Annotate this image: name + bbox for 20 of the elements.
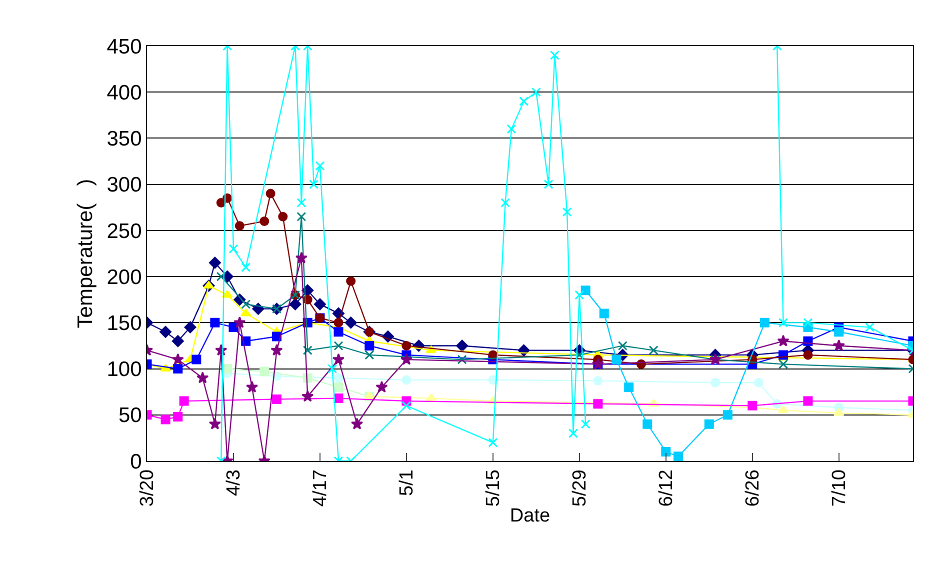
y-tick-label: 150 <box>106 312 142 336</box>
x-tick-label: 7/10 <box>829 470 850 507</box>
y-tick-label: 250 <box>106 220 142 243</box>
x-tick-label: 4/17 <box>310 470 332 507</box>
y-tick-label: 400 <box>106 81 142 104</box>
y-tick-label: 200 <box>106 266 142 289</box>
y-tick-label: 100 <box>106 358 142 382</box>
y-tick-label: 450 <box>106 35 142 58</box>
y-tick-label: 50 <box>118 404 142 428</box>
x-tick-label: 4/3 <box>224 470 245 496</box>
y-tick-label: 300 <box>106 174 142 197</box>
x-tick-label: 3/20 <box>137 470 158 507</box>
x-tick-label: 6/12 <box>656 470 678 507</box>
x-tick-label: 5/1 <box>396 470 418 496</box>
x-axis-title: Date <box>510 505 550 526</box>
y-axis-title: Temperature( ) <box>74 178 97 328</box>
y-tick-label: 350 <box>106 128 142 151</box>
x-tick-label: 5/15 <box>483 470 504 507</box>
x-tick-label: 5/29 <box>570 470 591 507</box>
x-tick-label: 6/26 <box>742 470 764 507</box>
